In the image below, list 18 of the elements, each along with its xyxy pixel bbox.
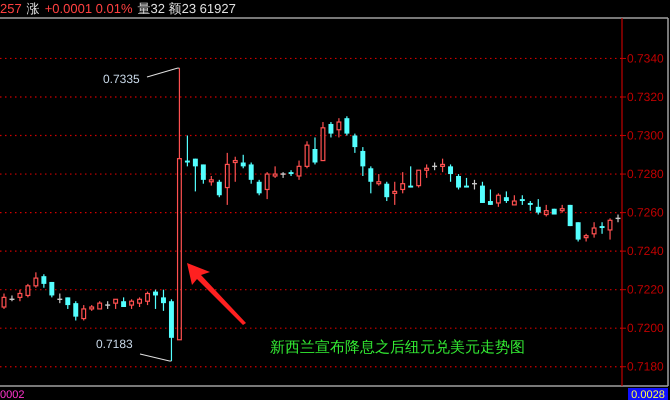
y-tick-label: 0.7300 [627,128,664,143]
y-tick-label: 0.7340 [627,51,664,66]
text: 量32 额23 61927 [138,1,236,16]
annotation: 0.7183 [96,337,134,351]
text: 0.0028 [631,389,665,400]
y-tick-label: 0.7180 [627,360,664,374]
y-tick-label: 0.7260 [627,206,664,220]
y-tick-label: 0.7200 [627,321,664,336]
y-tick-label: 0.7220 [627,282,664,297]
annotation: 0.7335 [103,72,140,86]
text: 257 [0,1,22,16]
annotation: 新西兰宣布降息之后纽元兑美元走势图 [270,339,525,356]
y-tick-label: 0.7240 [627,244,664,258]
text: 0002 [0,389,24,400]
text: +0.0001 0.01% [44,1,133,16]
y-tick-label: 0.7320 [627,90,664,104]
y-tick-label: 0.7280 [627,167,664,182]
text: 涨 [26,1,40,16]
